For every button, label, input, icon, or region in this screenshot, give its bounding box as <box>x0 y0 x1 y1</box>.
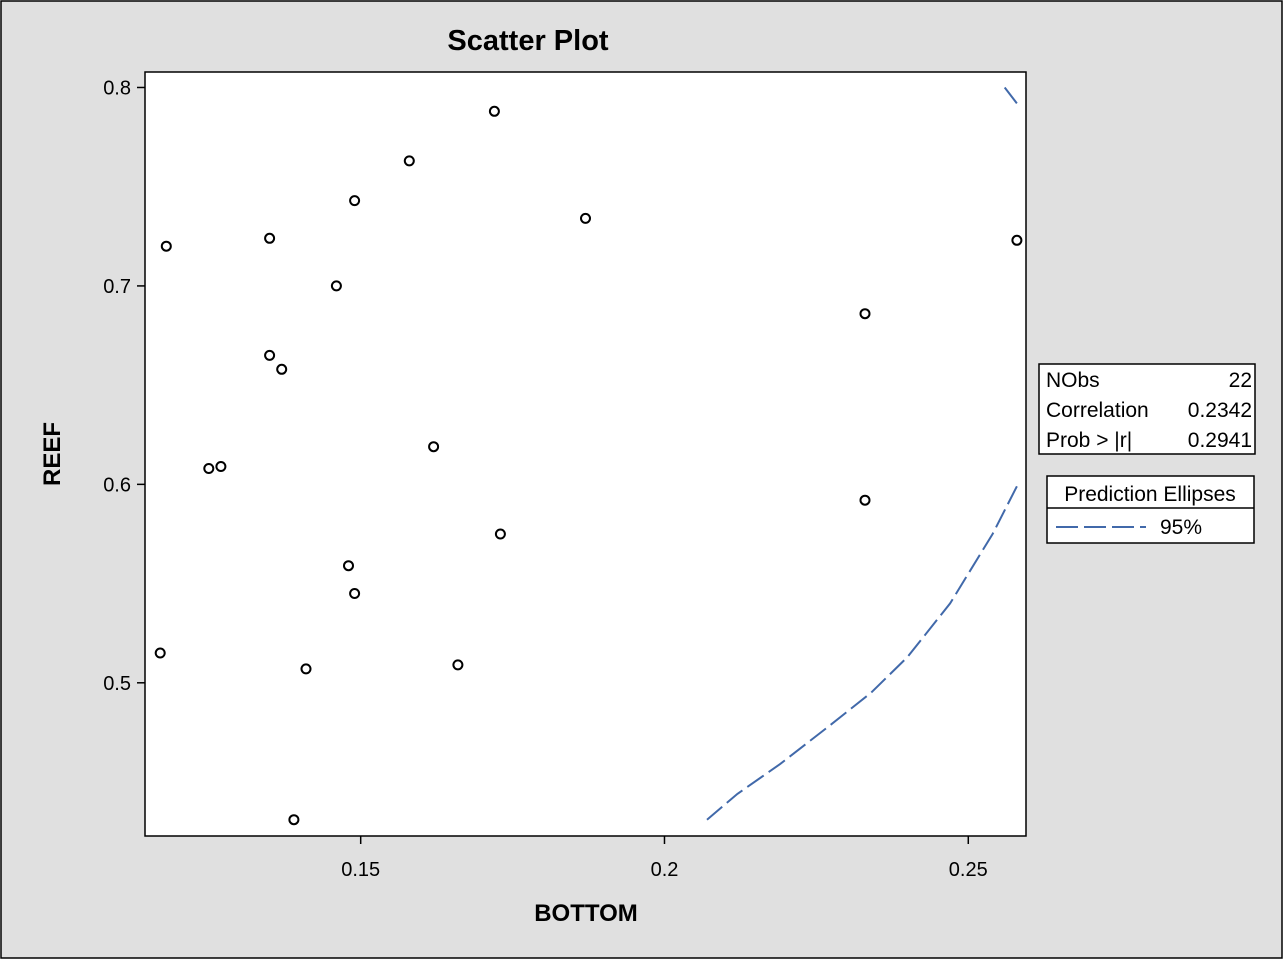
scatter-point <box>1011 234 1023 246</box>
legend-title: Prediction Ellipses <box>1064 483 1236 506</box>
scatter-point <box>859 308 871 320</box>
x-tick-label: 0.25 <box>949 859 988 881</box>
scatter-point <box>859 494 871 506</box>
y-tick-label: 0.5 <box>103 673 131 695</box>
scatter-point <box>203 463 215 474</box>
scatter-point <box>580 212 591 224</box>
y-tick-label: 0.6 <box>103 474 131 496</box>
x-axis-label: BOTTOM <box>534 900 638 927</box>
scatter-point <box>488 105 500 117</box>
y-tick-label: 0.7 <box>103 276 131 298</box>
stat-correlation-label: Correlation <box>1046 399 1149 422</box>
stat-prob-value: 0.2941 <box>1188 429 1252 452</box>
y-axis: 0.5 0.6 0.7 0.8 <box>103 77 145 695</box>
scatter-point <box>428 441 440 453</box>
scatter-point <box>288 814 300 826</box>
stat-prob-label: Prob > |r| <box>1046 429 1132 452</box>
scatter-point <box>349 588 361 599</box>
x-tick-label: 0.15 <box>341 859 380 881</box>
x-axis: 0.15 0.2 0.25 <box>341 836 988 881</box>
legend: Prediction Ellipses 95% <box>1046 475 1255 544</box>
scatter-points <box>154 105 1023 826</box>
scatter-point <box>349 195 361 207</box>
statistics-box: NObs 22 Correlation 0.2342 Prob > |r| 0.… <box>1038 363 1256 455</box>
stat-nobs-label: NObs <box>1046 369 1100 392</box>
legend-entry-label: 95% <box>1160 516 1202 539</box>
scatter-point <box>343 560 354 572</box>
scatter-point <box>154 647 166 659</box>
scatter-point <box>264 232 276 244</box>
scatter-point <box>215 461 227 472</box>
chart-title: Scatter Plot <box>447 25 608 57</box>
scatter-point <box>300 663 312 675</box>
statistics-box-frame <box>1038 363 1256 455</box>
scatter-point <box>276 363 288 375</box>
prediction-ellipse <box>706 86 1018 821</box>
scatter-point <box>403 155 415 167</box>
scatter-point <box>452 659 464 671</box>
prediction-ellipse-segment <box>1003 86 1018 105</box>
stat-correlation-value: 0.2342 <box>1188 399 1252 422</box>
y-tick-label: 0.8 <box>103 77 131 99</box>
scatter-point <box>494 528 506 540</box>
y-axis-label: REEF <box>39 422 66 486</box>
prediction-ellipse-segment <box>706 485 1018 821</box>
legend-frame <box>1046 475 1255 544</box>
x-tick-label: 0.2 <box>651 859 679 881</box>
scatter-point <box>160 240 172 252</box>
stat-nobs-value: 22 <box>1229 369 1252 392</box>
scatter-point <box>330 280 342 292</box>
scatter-point <box>264 349 276 361</box>
plot-area <box>144 71 1027 837</box>
